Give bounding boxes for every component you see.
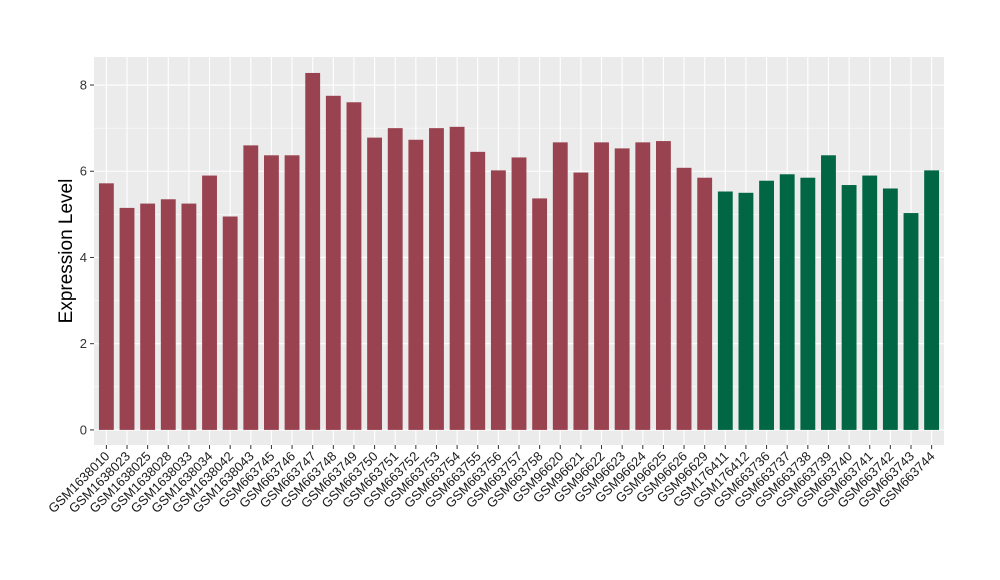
y-axis: 0 2 4 6 8 — [80, 78, 94, 437]
bar-gsm96620 — [552, 142, 568, 430]
bar-gsm663754 — [449, 126, 465, 430]
y-tick-label: 0 — [80, 422, 87, 437]
bar-gsm663738 — [800, 177, 816, 430]
y-tick-label: 4 — [80, 250, 87, 265]
bar-gsm663739 — [821, 155, 836, 430]
bar-gsm96626 — [676, 167, 692, 430]
bar-gsm96622 — [594, 142, 609, 430]
bar-gsm663741 — [862, 175, 878, 430]
bar-gsm96625 — [655, 141, 671, 430]
bar-gsm96621 — [573, 172, 589, 430]
bar-gsm663750 — [367, 137, 383, 430]
bar-gsm1638010 — [98, 183, 114, 430]
bar-gsm1638028 — [160, 199, 176, 430]
bar-gsm176411 — [717, 191, 733, 430]
bar-gsm663742 — [882, 188, 898, 430]
bar-gsm1638023 — [119, 207, 135, 430]
bar-gsm663749 — [346, 102, 362, 430]
y-tick-label: 8 — [80, 78, 87, 93]
bar-gsm96629 — [697, 177, 713, 430]
bar-gsm663746 — [284, 155, 300, 430]
bars — [98, 72, 940, 430]
bar-gsm663752 — [408, 139, 424, 430]
bar-gsm663751 — [387, 128, 403, 430]
bar-gsm663753 — [429, 128, 444, 430]
bar-gsm663747 — [305, 72, 321, 430]
bar-gsm1638042 — [222, 216, 238, 430]
bar-gsm663757 — [511, 157, 527, 430]
bar-gsm663756 — [490, 170, 506, 430]
bar-gsm1638025 — [140, 203, 156, 430]
bar-gsm1638043 — [243, 145, 259, 430]
y-tick-label: 2 — [80, 336, 87, 351]
y-axis-label: Expression Level — [56, 179, 77, 324]
bar-gsm1638033 — [181, 203, 197, 430]
bar-gsm96623 — [614, 148, 630, 430]
bar-gsm663748 — [325, 95, 341, 430]
bar-gsm1638034 — [202, 175, 217, 430]
y-tick-label: 6 — [80, 164, 87, 179]
bar-gsm663740 — [841, 185, 857, 430]
bar-gsm663755 — [470, 151, 486, 430]
bar-gsm663737 — [779, 174, 795, 430]
bar-gsm663758 — [532, 198, 548, 430]
bar-gsm176412 — [738, 192, 754, 430]
bar-gsm663745 — [264, 155, 279, 430]
bar-gsm663744 — [924, 170, 940, 430]
bar-gsm96624 — [635, 142, 651, 430]
bar-gsm663736 — [759, 180, 774, 430]
bar-gsm663743 — [903, 213, 919, 430]
x-axis: GSM1638010GSM1638023GSM1638025GSM1638028… — [45, 445, 938, 516]
